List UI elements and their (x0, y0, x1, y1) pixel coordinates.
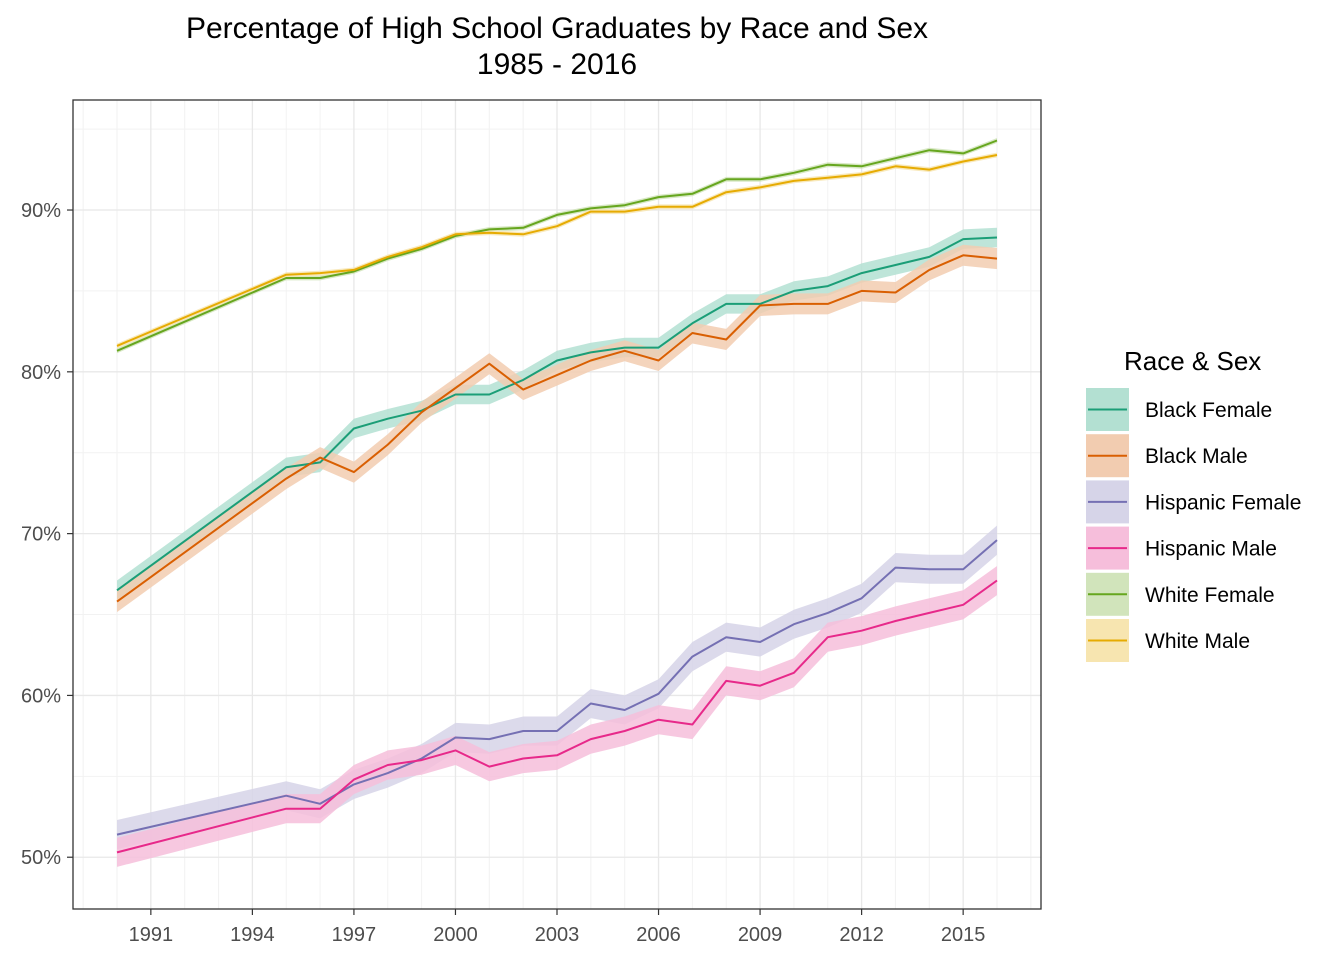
series-line-black-male (116, 254, 998, 603)
legend-item-black-female: Black Female (1086, 388, 1272, 431)
legend-label: Hispanic Male (1145, 538, 1277, 561)
chart-subtitle: 1985 - 2016 (476, 48, 638, 81)
x-tick-label: 2009 (738, 924, 783, 946)
x-tick-label: 1997 (332, 924, 377, 946)
legend-item-hispanic-female: Hispanic Female (1086, 480, 1301, 524)
x-tick-label: 2006 (636, 924, 681, 946)
series-line-white-female (116, 139, 998, 352)
chart-title: Percentage of High School Graduates by R… (185, 12, 929, 45)
band-hispanic-male (117, 566, 997, 867)
x-axis: 1991 1994 1997 2000 2003 2006 2009 2012 2015 (129, 909, 986, 946)
legend-title: Race & Sex (1124, 346, 1261, 376)
x-tick-label: 2015 (941, 924, 986, 946)
legend: Race & Sex Black Female Black Male Hispani… (1086, 346, 1301, 662)
series-line-white-male (116, 154, 998, 347)
confidence-bands (117, 138, 997, 867)
series-line-hispanic-female (116, 539, 998, 836)
legend-item-white-male: White Male (1086, 619, 1250, 662)
y-tick-label: 50% (21, 847, 61, 869)
y-tick-label: 60% (21, 685, 61, 707)
x-tick-label: 2003 (535, 924, 580, 946)
y-tick-label: 70% (21, 524, 61, 546)
x-tick-label: 2000 (433, 924, 478, 946)
legend-item-hispanic-male: Hispanic Male (1086, 526, 1277, 570)
legend-item-white-female: White Female (1086, 572, 1275, 616)
legend-label: Black Female (1145, 399, 1272, 422)
legend-label: White Female (1145, 584, 1275, 607)
legend-label: Hispanic Female (1145, 491, 1301, 514)
legend-item-black-male: Black Male (1086, 434, 1248, 478)
x-tick-label: 2012 (839, 924, 884, 946)
series-lines (116, 139, 998, 854)
band-black-male (117, 244, 997, 613)
x-tick-label: 1994 (230, 924, 275, 946)
legend-label: White Male (1145, 630, 1250, 653)
y-axis: 50% 60% 70% 80% 90% (21, 200, 73, 869)
series-line-hispanic-male (116, 579, 998, 854)
x-tick-label: 1991 (129, 924, 174, 946)
band-black-female (117, 227, 997, 601)
legend-label: Black Male (1145, 445, 1248, 468)
y-tick-label: 80% (21, 362, 61, 384)
y-tick-label: 90% (21, 200, 61, 222)
series-line-black-female (116, 236, 998, 592)
